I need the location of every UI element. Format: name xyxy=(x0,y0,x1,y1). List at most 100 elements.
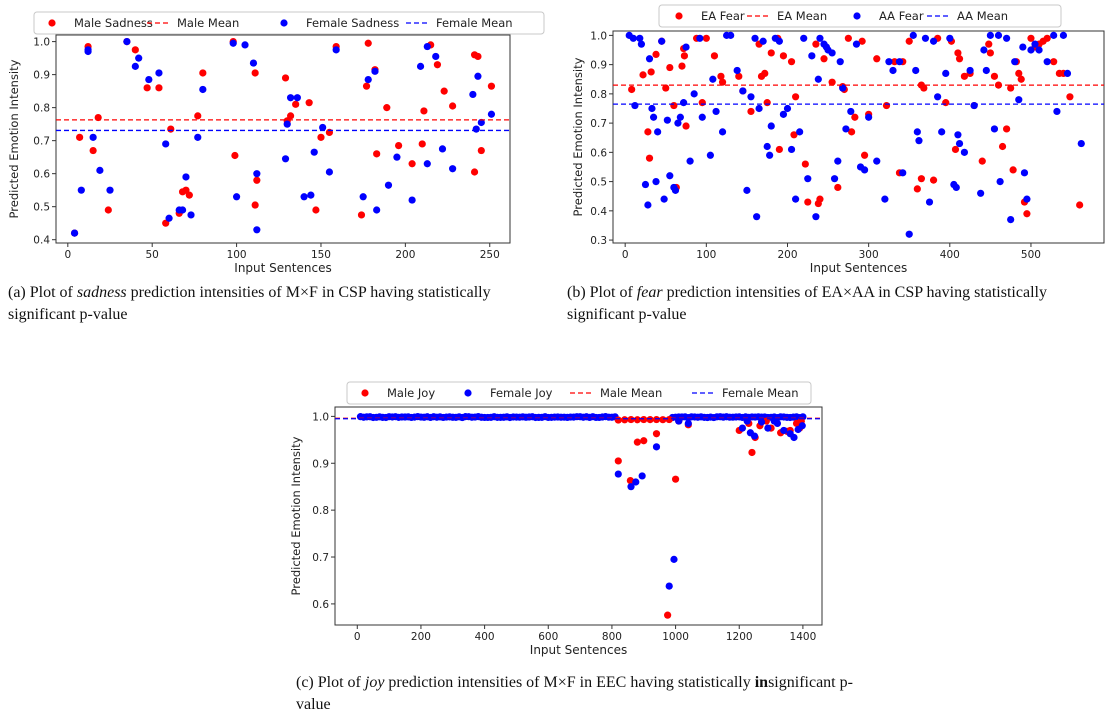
point-b-s0-28 xyxy=(767,49,775,57)
point-b-s1-11 xyxy=(654,128,662,136)
caption-a-pre: (a) Plot of xyxy=(8,284,77,301)
point-a-s0-43 xyxy=(433,61,442,69)
point-b-s0-66 xyxy=(954,49,962,57)
x-tick-label-c-1: 200 xyxy=(411,631,431,643)
point-b-s1-107 xyxy=(1020,169,1029,177)
point-b-s0-48 xyxy=(858,37,866,45)
point-a-s1-3 xyxy=(84,47,92,56)
legend-label-a-1: Male Mean xyxy=(177,16,239,30)
point-b-s0-45 xyxy=(844,34,852,42)
x-tick-label-a-2: 100 xyxy=(227,249,247,261)
point-b-s1-45 xyxy=(779,110,788,118)
point-c-s0-0 xyxy=(614,457,622,465)
point-a-s0-34 xyxy=(364,39,372,47)
caption-c-post: significant p-value xyxy=(296,674,853,713)
point-b-s0-57 xyxy=(913,185,921,193)
y-axis-label-a: Predicted Emotion Intensity xyxy=(7,59,21,218)
point-a-s0-26 xyxy=(292,100,300,108)
point-b-s0-90 xyxy=(1050,58,1058,66)
caption-a-post: prediction intensities of M×F in CSP hav… xyxy=(8,284,491,323)
point-a-s1-48 xyxy=(449,165,457,173)
point-b-s1-85 xyxy=(938,128,946,136)
point-b-s1-5 xyxy=(641,180,650,189)
point-b-s0-0 xyxy=(628,85,636,94)
point-b-s0-17 xyxy=(702,34,710,42)
point-a-s1-49 xyxy=(469,90,477,99)
x-tick-label-a-3: 150 xyxy=(311,249,331,261)
point-a-s0-49 xyxy=(477,146,485,155)
point-a-s0-33 xyxy=(362,82,371,90)
x-tick-label-b-1: 100 xyxy=(696,249,716,261)
point-a-s0-41 xyxy=(420,107,428,115)
y-tick-label-b-6: 0.9 xyxy=(590,60,607,72)
point-c-s1-3 xyxy=(638,472,646,480)
point-c-s1-2 xyxy=(632,478,640,486)
point-b-s0-89 xyxy=(1043,34,1051,42)
point-b-s1-51 xyxy=(804,175,812,183)
point-b-s1-32 xyxy=(733,66,741,75)
legend-label-c-0: Male Joy xyxy=(387,386,435,400)
point-b-s0-1 xyxy=(639,71,647,79)
y-tick-label-a-1: 0.5 xyxy=(33,202,50,214)
legend-label-c-2: Male Mean xyxy=(600,386,662,400)
point-a-s1-28 xyxy=(286,94,295,102)
point-b-s1-48 xyxy=(792,195,800,203)
point-a-s1-16 xyxy=(182,173,190,181)
point-c-s1-18 xyxy=(790,433,798,442)
y-tick-label-a-2: 0.6 xyxy=(33,169,50,181)
point-a-s0-3 xyxy=(89,146,97,155)
point-b-s1-27 xyxy=(709,75,717,83)
point-a-s1-11 xyxy=(155,69,163,77)
point-b-s0-78 xyxy=(1007,84,1015,92)
point-b-s1-31 xyxy=(727,31,735,39)
point-a-s1-45 xyxy=(423,160,431,168)
point-b-s1-111 xyxy=(1035,46,1043,54)
legend-label-a-3: Female Mean xyxy=(436,16,513,30)
plot-area-b xyxy=(625,31,1085,238)
point-b-s1-26 xyxy=(706,151,714,159)
point-a-s1-9 xyxy=(135,54,143,62)
point-b-s0-41 xyxy=(828,78,836,86)
point-b-s0-47 xyxy=(851,113,859,121)
legend-label-b-3: AA Mean xyxy=(957,9,1008,23)
point-b-s0-76 xyxy=(998,142,1007,151)
point-b-s1-75 xyxy=(899,169,907,177)
point-a-s1-8 xyxy=(131,62,139,70)
point-b-s1-4 xyxy=(637,40,646,48)
point-c-s1-0 xyxy=(614,470,622,478)
point-b-s0-94 xyxy=(1076,201,1084,209)
point-a-s1-17 xyxy=(187,211,195,219)
point-b-s1-24 xyxy=(696,34,704,42)
point-a-s0-22 xyxy=(253,176,261,184)
point-a-s1-18 xyxy=(194,133,202,141)
point-b-s1-93 xyxy=(966,66,974,75)
point-b-s1-80 xyxy=(915,137,923,145)
point-a-s1-6 xyxy=(106,186,114,194)
point-c-s1-8 xyxy=(684,419,692,428)
point-b-s1-9 xyxy=(649,113,658,121)
point-b-s1-25 xyxy=(698,113,706,121)
x-tick-label-b-0: 0 xyxy=(622,249,629,261)
point-b-s0-19 xyxy=(717,72,725,80)
point-a-s0-29 xyxy=(317,133,325,141)
x-tick-label-b-2: 200 xyxy=(777,249,797,261)
point-b-s0-20 xyxy=(718,78,727,86)
caption-c: (c) Plot of joy prediction intensities o… xyxy=(296,672,856,716)
caption-b-pre: (b) Plot of xyxy=(567,284,637,301)
point-b-s1-86 xyxy=(942,69,950,77)
legend-marker-b-2 xyxy=(853,12,861,20)
caption-c-emotion: joy xyxy=(364,674,385,691)
point-b-s1-36 xyxy=(751,34,759,42)
point-b-s1-69 xyxy=(865,113,873,121)
point-a-s1-24 xyxy=(253,226,261,234)
point-a-s0-18 xyxy=(231,151,239,160)
x-tick-label-c-3: 600 xyxy=(538,631,558,643)
point-b-s1-7 xyxy=(645,55,654,63)
point-a-s1-46 xyxy=(432,52,440,61)
point-c-band2-6 xyxy=(652,415,661,424)
point-b-s0-79 xyxy=(1009,166,1017,174)
point-a-s1-51 xyxy=(474,72,482,80)
point-c-band2-1 xyxy=(621,416,629,424)
point-a-s0-25 xyxy=(286,112,295,120)
point-a-s0-9 xyxy=(155,84,163,92)
